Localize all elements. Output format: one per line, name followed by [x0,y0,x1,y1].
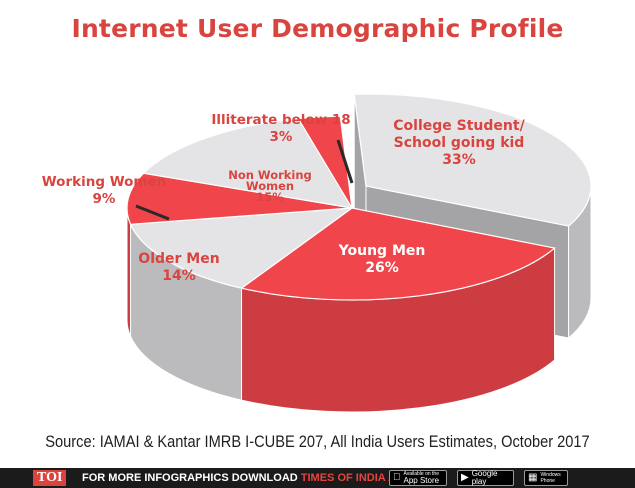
slice-label-0: College Student/ [393,118,525,134]
slice-non-working-women [142,118,354,209]
slice-side-3 [126,207,132,337]
source-note: Source: IAMAI & Kantar IMRB I-CUBE 207, … [45,432,590,451]
slice-label-0: School going kid [394,135,525,151]
slice-value-2: 14% [162,268,196,284]
slice-value-4: 15% [256,190,284,204]
slice-value-5: 3% [270,129,293,145]
slice-value-1: 26% [365,260,399,276]
slice-college-student-school-going-kid [353,93,592,227]
slice-young-men [240,207,556,301]
slice-label-2: Older Men [138,251,219,267]
app-store-badge[interactable]:  Available on the App Store [389,470,447,486]
app-store-small: Available on the [396,471,440,477]
slice-label-3: Working Women [42,174,166,190]
slice-label-4: Women [246,179,294,193]
slice-value-3: 9% [93,191,116,207]
slice-older-men [129,207,355,289]
slice-label-5: Illiterate below 18 [211,112,350,128]
apple-icon:  [393,473,401,483]
slice-illiterate-below-18 [297,115,353,209]
leader-line-1 [336,139,354,184]
promo-label: FOR MORE INFOGRAPHICS DOWNLOAD [82,472,298,484]
chart-title: Internet User Demographic Profile [71,14,564,43]
leader-lines [135,139,354,221]
google-play-label: Google play [471,469,498,486]
leader-line-0 [135,204,170,221]
app-store-label: App Store [396,476,440,485]
toi-logo[interactable]: TOI [33,470,67,486]
pie-tops [126,93,592,301]
windows-phone-badge[interactable]: ▦ Windows Phone [524,470,568,486]
google-play-icon: ▶ [461,472,469,483]
footer-bar: TOI FOR MORE INFOGRAPHICS DOWNLOAD TIMES… [0,468,635,488]
slice-label-1: Young Men [338,243,426,259]
slice-label-4: Non Working [228,168,312,182]
slice-value-0: 33% [442,152,476,168]
promo-text: FOR MORE INFOGRAPHICS DOWNLOAD TIMES OF … [82,471,411,485]
windows-phone-label: Phone [540,478,555,484]
windows-label: Windows [540,472,561,478]
promo-app-name: TIMES OF INDIA APP [300,472,411,484]
windows-icon: ▦ [528,472,538,483]
slice-working-women [126,172,353,225]
google-play-badge[interactable]: ▶ Google play [457,470,514,486]
